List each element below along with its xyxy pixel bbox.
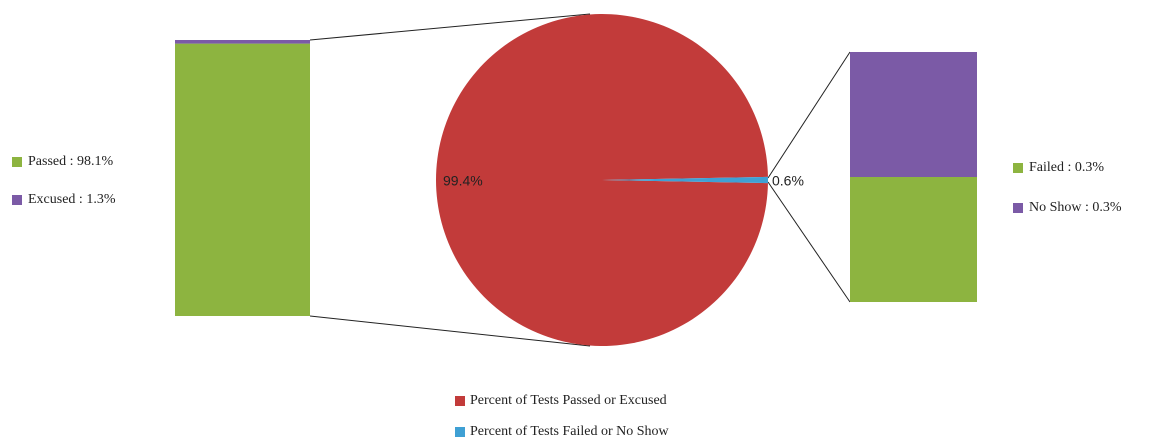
legend-swatch xyxy=(12,195,22,205)
bar-segment xyxy=(175,40,310,44)
pie-label: 0.6% xyxy=(772,173,804,189)
pie-slice xyxy=(436,13,768,346)
connector xyxy=(767,51,851,179)
legend-swatch xyxy=(1013,203,1023,213)
legend-label: Failed : 0.3% xyxy=(1029,160,1104,175)
legend-label: Percent of Tests Failed or No Show xyxy=(470,424,670,439)
legend-label: Percent of Tests Passed or Excused xyxy=(470,393,667,408)
connector xyxy=(309,315,591,347)
legend-label: Excused : 1.3% xyxy=(28,192,116,207)
bar-segment xyxy=(850,177,977,302)
legend-label: No Show : 0.3% xyxy=(1029,200,1122,215)
bar-segment xyxy=(850,52,977,177)
pie-label: 99.4% xyxy=(443,173,483,189)
bar-segment xyxy=(175,43,310,317)
legend-swatch xyxy=(455,427,465,437)
legend-label: Passed : 98.1% xyxy=(28,154,114,169)
connector xyxy=(767,181,851,303)
connector xyxy=(309,13,591,41)
legend-swatch xyxy=(455,396,465,406)
legend-swatch xyxy=(12,157,22,167)
legend-swatch xyxy=(1013,163,1023,173)
pie-slice xyxy=(602,176,768,184)
